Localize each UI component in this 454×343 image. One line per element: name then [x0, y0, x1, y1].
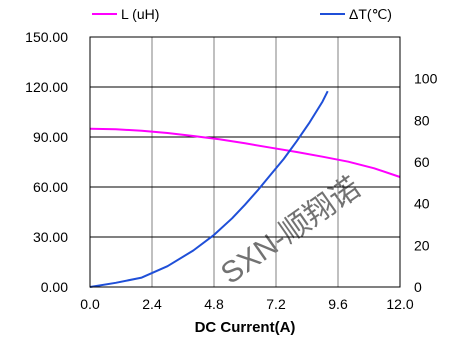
- y-right-tick-label: 40: [414, 196, 430, 212]
- tick-labels: 0.0 2.4 4.8 7.2 9.6 12.0 0.00 30.00 60.00 90.00 12…: [25, 29, 437, 312]
- y-left-tick-label: 150.00: [25, 29, 68, 45]
- plot-frame: [89, 36, 401, 288]
- x-tick-label: 4.8: [204, 296, 224, 312]
- legend-label: L (uH): [121, 6, 159, 22]
- x-tick-label: 0.0: [80, 296, 100, 312]
- x-tick-label: 9.6: [328, 296, 348, 312]
- x-tick-label: 12.0: [386, 296, 413, 312]
- y-left-tick-label: 60.00: [33, 179, 68, 195]
- series-line-inductance: [89, 127, 401, 178]
- y-right-tick-label: 20: [414, 237, 430, 253]
- y-left-tick-label: 90.00: [33, 129, 68, 145]
- y-right-tick-label: 100: [414, 71, 438, 87]
- x-tick-label: 7.2: [266, 296, 286, 312]
- series-line-temperature-rise: [89, 90, 329, 288]
- y-right-tick-label: 80: [414, 112, 430, 128]
- y-right-tick-label: 0: [414, 279, 422, 295]
- series-group: [89, 90, 401, 288]
- legend-label: ΔT(℃): [349, 6, 392, 22]
- legend: L (uH) ΔT(℃): [92, 6, 392, 22]
- y-left-tick-label: 30.00: [33, 229, 68, 245]
- y-left-tick-label: 0.00: [41, 279, 68, 295]
- y-right-tick-label: 60: [414, 154, 430, 170]
- gridlines: [90, 37, 400, 287]
- x-tick-label: 2.4: [142, 296, 162, 312]
- x-axis-label: DC Current(A): [195, 319, 296, 336]
- y-left-tick-label: 120.00: [25, 79, 68, 95]
